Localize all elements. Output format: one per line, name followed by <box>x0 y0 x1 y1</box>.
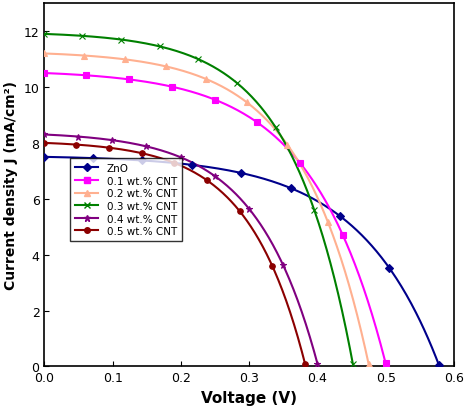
Y-axis label: Current density J (mA/cm²): Current density J (mA/cm²) <box>4 81 18 290</box>
Legend: ZnO, 0.1 wt.% CNT, 0.2 wt.% CNT, 0.3 wt.% CNT, 0.4 wt.% CNT, 0.5 wt.% CNT: ZnO, 0.1 wt.% CNT, 0.2 wt.% CNT, 0.3 wt.… <box>70 159 182 242</box>
X-axis label: Voltage (V): Voltage (V) <box>201 390 297 405</box>
